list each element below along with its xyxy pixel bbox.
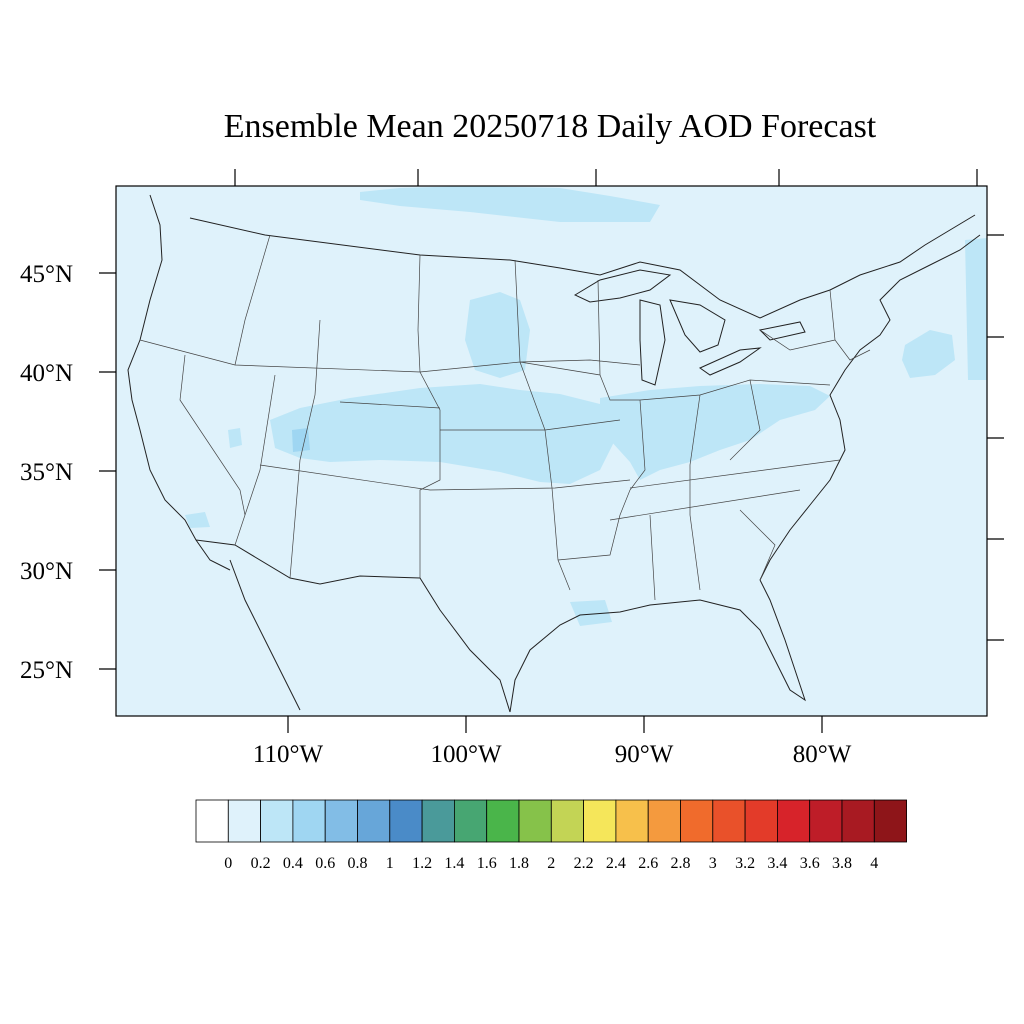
colorbar-swatch	[777, 799, 811, 843]
us-canada-border	[189, 214, 976, 319]
colorbar-label: 2.8	[671, 855, 691, 872]
colorbar-swatch	[227, 799, 262, 843]
colorado-spot	[292, 428, 310, 452]
lat-label-25: 25°N	[20, 657, 73, 684]
colorbar-label: 0	[224, 855, 232, 872]
colorbar-labels: 0 0.2 0.4 0.6 0.8 1 1.2 1.4 1.6 1.8 2 2.2 2.4 2.6 2.8 3…	[224, 855, 878, 872]
map-frame	[115, 185, 988, 717]
colorbar-swatch	[486, 799, 520, 843]
nevada-spot	[228, 428, 242, 448]
ohio-valley-band	[600, 384, 830, 480]
colorbar-label: 0.6	[315, 855, 335, 872]
colorbar-swatch	[550, 799, 584, 843]
colorbar-swatch	[809, 799, 843, 843]
colorbar-label: 4	[870, 855, 878, 872]
state-lines	[139, 234, 871, 601]
lat-label-45: 45°N	[20, 261, 73, 288]
baja-coast	[229, 559, 301, 711]
colorbar-label: 2.6	[638, 855, 658, 872]
colorbar-label: 1	[386, 855, 394, 872]
lake-superior	[573, 269, 672, 303]
colorbar-label: 3.8	[832, 855, 852, 872]
pacific-coast	[127, 194, 231, 571]
colorbar-label: 3.4	[767, 855, 787, 872]
left-ticks	[99, 272, 116, 670]
lake-michigan	[639, 299, 666, 386]
lon-label-110: 110°W	[253, 741, 324, 768]
colorbar-swatch	[389, 799, 423, 843]
colorbar-label: 2	[547, 855, 555, 872]
colorbar-swatch	[744, 799, 778, 843]
map-title: Ensemble Mean 20250718 Daily AOD Forecas…	[223, 108, 877, 145]
socal-spot	[185, 512, 210, 528]
gulf-spot	[570, 600, 612, 626]
colorbar-swatch	[615, 799, 649, 843]
colorbar-label: 2.4	[606, 855, 626, 872]
colorbar-swatch	[421, 799, 455, 843]
colorbar	[195, 799, 907, 843]
colorbar-label: 3	[709, 855, 717, 872]
dakota-band	[465, 292, 530, 378]
atlantic-coast	[759, 234, 981, 581]
lat-label-40: 40°N	[20, 360, 73, 387]
colorbar-swatch	[357, 799, 391, 843]
gulf-coast	[509, 579, 806, 713]
colorbar-swatch	[647, 799, 681, 843]
mexico-border	[195, 539, 511, 713]
colorbar-swatch	[324, 799, 358, 843]
colorbar-label: 1.4	[444, 855, 464, 872]
colorbar-label: 3.2	[735, 855, 755, 872]
colorbar-swatch	[518, 799, 552, 843]
colorbar-label: 2.2	[574, 855, 594, 872]
lake-erie	[698, 347, 762, 376]
colorbar-label: 1.2	[412, 855, 432, 872]
colorbar-swatch	[583, 799, 617, 843]
colorbar-swatch	[292, 799, 326, 843]
lon-label-100: 100°W	[430, 741, 501, 768]
colorbar-swatch	[712, 799, 746, 843]
canada-north-band	[360, 186, 660, 222]
colorbar-label: 3.6	[800, 855, 820, 872]
colorbar-swatch	[841, 799, 875, 843]
lon-label-80: 80°W	[793, 741, 852, 768]
lon-label-90: 90°W	[615, 741, 674, 768]
colorbar-label: 0.8	[348, 855, 368, 872]
colorbar-label: 1.6	[477, 855, 497, 872]
lat-label-35: 35°N	[20, 459, 73, 486]
central-plains-band	[270, 384, 620, 484]
colorbar-swatch	[873, 799, 907, 843]
lake-ontario	[758, 321, 806, 341]
boundaries	[127, 194, 981, 713]
lake-huron	[669, 299, 726, 353]
colorbar-swatch	[260, 799, 294, 843]
right-ticks	[987, 234, 1004, 641]
aod-shading	[185, 186, 987, 626]
bottom-ticks	[287, 716, 823, 733]
colorbar-label: 0.4	[283, 855, 303, 872]
top-ticks	[234, 169, 978, 186]
colorbar-label: 0.2	[251, 855, 271, 872]
east-edge-strip	[965, 238, 987, 380]
lat-label-30: 30°N	[20, 558, 73, 585]
atlantic-blob	[902, 330, 955, 378]
colorbar-swatch	[680, 799, 714, 843]
colorbar-swatch	[195, 799, 229, 843]
colorbar-label: 1.8	[509, 855, 529, 872]
colorbar-swatch	[453, 799, 488, 843]
